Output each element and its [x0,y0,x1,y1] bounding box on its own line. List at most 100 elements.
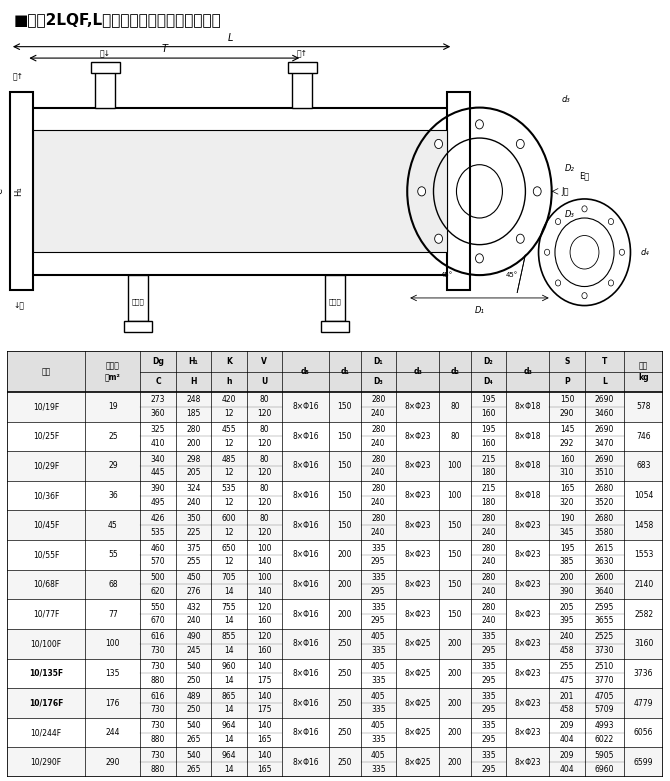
Text: 140: 140 [257,587,271,596]
Text: 250: 250 [338,669,352,678]
Text: 120: 120 [257,633,271,641]
Text: 200: 200 [559,573,574,582]
Text: 8×Φ23: 8×Φ23 [404,491,431,500]
Text: 3770: 3770 [594,676,614,685]
Text: 205: 205 [559,603,574,612]
Text: 2680: 2680 [595,514,614,523]
Text: 6056: 6056 [634,728,653,737]
Text: L: L [602,377,607,387]
Text: 120: 120 [257,439,271,448]
Text: 250: 250 [338,728,352,737]
Text: 190: 190 [559,514,574,523]
Text: d₃: d₃ [523,367,532,376]
Text: U: U [261,377,267,387]
Text: 160: 160 [481,409,496,418]
Text: 240: 240 [371,409,385,418]
Text: 755: 755 [222,603,236,612]
Text: 405: 405 [371,662,385,671]
Text: 型號: 型號 [42,367,51,376]
Text: 140: 140 [257,662,271,671]
Text: 600: 600 [222,514,236,523]
Text: 2600: 2600 [595,573,614,582]
Text: 335: 335 [371,676,385,685]
Text: 10/244F: 10/244F [30,728,62,737]
Text: 390: 390 [559,587,574,596]
Text: 8×Φ16: 8×Φ16 [292,610,319,619]
Text: 150: 150 [559,395,574,405]
Text: 3640: 3640 [594,587,614,596]
FancyBboxPatch shape [7,569,663,599]
Text: 150: 150 [338,521,352,530]
Text: 150: 150 [448,610,462,619]
Text: 10/77F: 10/77F [33,610,59,619]
Text: D₂: D₂ [565,164,575,173]
Text: J向: J向 [561,187,569,196]
Text: 8×Φ18: 8×Φ18 [515,402,541,412]
Text: 3160: 3160 [634,640,653,648]
FancyBboxPatch shape [7,718,663,747]
Text: 240: 240 [371,527,385,537]
Text: 404: 404 [559,765,574,774]
Text: 420: 420 [222,395,236,405]
Text: K: K [226,357,232,366]
Text: 290: 290 [559,409,574,418]
Text: 8×Φ23: 8×Φ23 [515,610,541,619]
Text: 248: 248 [186,395,200,405]
Text: 200: 200 [448,758,462,767]
Text: 730: 730 [151,705,165,715]
Text: 100: 100 [106,640,120,648]
Text: 150: 150 [338,462,352,470]
Text: 10/19F: 10/19F [33,402,59,412]
FancyBboxPatch shape [123,321,153,332]
Text: 29: 29 [108,462,118,470]
Text: 320: 320 [559,498,574,507]
Text: 55: 55 [108,551,118,559]
Text: 8×Φ18: 8×Φ18 [515,432,541,440]
Text: 880: 880 [151,735,165,744]
Text: 160: 160 [257,646,271,655]
Text: H₁: H₁ [14,187,23,196]
Text: 550: 550 [151,603,165,612]
Text: 250: 250 [338,698,352,708]
Text: 410: 410 [151,439,165,448]
Text: 540: 540 [186,662,201,671]
Text: d₅: d₅ [301,367,310,376]
Text: 670: 670 [151,616,165,626]
Text: 273: 273 [151,395,165,405]
Text: 240: 240 [481,527,496,537]
Text: 616: 616 [151,633,165,641]
Text: 120: 120 [257,469,271,477]
Text: 10/45F: 10/45F [33,521,59,530]
Text: 175: 175 [257,705,271,715]
Text: 250: 250 [186,676,201,685]
Text: 360: 360 [151,409,165,418]
Text: 8×Φ23: 8×Φ23 [515,640,541,648]
Text: 240: 240 [481,557,496,566]
Text: 8×Φ16: 8×Φ16 [292,491,319,500]
Circle shape [582,206,587,212]
Text: 8×Φ23: 8×Φ23 [515,669,541,678]
FancyBboxPatch shape [7,392,663,422]
Text: 225: 225 [186,527,200,537]
Text: 8×Φ23: 8×Φ23 [404,521,431,530]
Circle shape [545,249,549,255]
Text: D₁: D₁ [373,357,383,366]
Text: 295: 295 [371,616,385,626]
Text: 245: 245 [186,646,201,655]
Text: 240: 240 [481,587,496,596]
Text: 200: 200 [448,728,462,737]
Text: 120: 120 [257,409,271,418]
Text: 10/25F: 10/25F [33,432,59,440]
Text: 240: 240 [371,498,385,507]
Text: 475: 475 [559,676,574,685]
Text: 200: 200 [448,640,462,648]
Text: 250: 250 [338,640,352,648]
Text: 255: 255 [559,662,574,671]
FancyBboxPatch shape [7,481,663,511]
Text: 730: 730 [151,662,165,671]
Text: 8×Φ23: 8×Φ23 [515,580,541,589]
Text: 880: 880 [151,676,165,685]
Text: T: T [602,357,607,366]
FancyBboxPatch shape [7,422,663,451]
Text: 3655: 3655 [594,616,614,626]
